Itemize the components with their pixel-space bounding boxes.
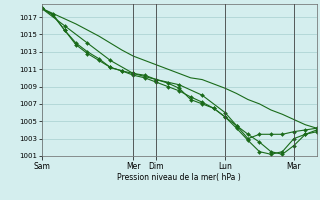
X-axis label: Pression niveau de la mer( hPa ): Pression niveau de la mer( hPa ) <box>117 173 241 182</box>
